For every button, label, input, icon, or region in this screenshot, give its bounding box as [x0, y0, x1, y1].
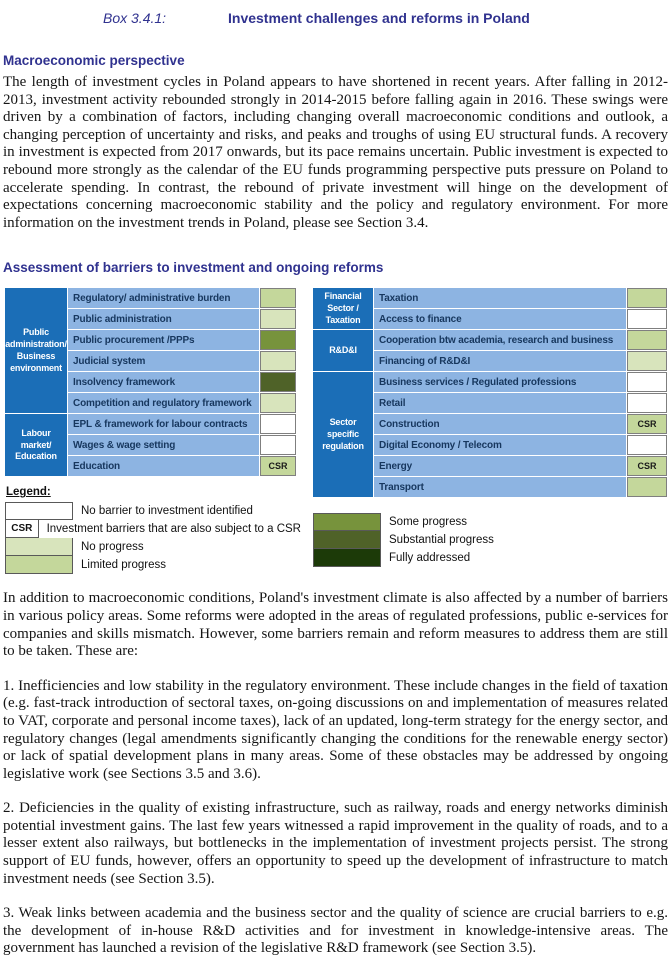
status-cell	[260, 309, 296, 330]
status-cell	[627, 351, 667, 372]
legend-title: Legend:	[6, 486, 51, 499]
barrier-label: Financing of R&D&I	[374, 351, 626, 372]
barrier-label: Public administration	[68, 309, 259, 330]
legend-label: Investment barriers that are also subjec…	[46, 523, 301, 536]
point-1-paragraph: 1. Inefficiencies and low stability in t…	[3, 677, 668, 782]
status-cell	[627, 330, 667, 351]
barrier-label: Judicial system	[68, 351, 259, 372]
status-cell	[627, 435, 667, 456]
matrix-left-column: Public administration/ Business environm…	[5, 288, 301, 575]
status-cell	[260, 414, 296, 435]
barrier-label: Wages & wage setting	[68, 435, 259, 456]
barriers-matrix: Public administration/ Business environm…	[5, 288, 668, 575]
status-cell	[627, 309, 667, 330]
status-cell-csr: CSR	[627, 456, 667, 477]
box-title: Investment challenges and reforms in Pol…	[228, 10, 530, 26]
status-cell-csr: CSR	[260, 456, 296, 477]
barrier-label: Digital Economy / Telecom	[374, 435, 626, 456]
status-cell-csr: CSR	[627, 414, 667, 435]
status-cell	[627, 372, 667, 393]
barrier-label: Competition and regulatory framework	[68, 393, 259, 414]
legend-item: Limited progress	[5, 556, 301, 575]
legend-swatch	[5, 556, 73, 575]
status-cell	[260, 393, 296, 414]
category-cell: Public administration/ Business environm…	[5, 288, 67, 414]
barrier-label: Access to finance	[374, 309, 626, 330]
point-2-paragraph: 2. Deficiencies in the quality of existi…	[3, 800, 668, 887]
legend-swatch	[313, 549, 381, 568]
box-header: Box 3.4.1: Investment challenges and ref…	[3, 10, 668, 26]
category-cell: Labour market/ Education	[5, 414, 67, 477]
legend-swatch	[313, 513, 381, 532]
barriers-table-left: Public administration/ Business environm…	[5, 288, 296, 477]
box-number: Box 3.4.1:	[103, 10, 167, 26]
status-cell	[627, 477, 667, 498]
status-cell	[260, 288, 296, 309]
legend-swatch	[5, 538, 73, 557]
legend-label: Substantial progress	[389, 534, 494, 547]
legend-label: Fully addressed	[389, 552, 471, 565]
barrier-label: Retail	[374, 393, 626, 414]
legend-label: No progress	[81, 541, 144, 554]
category-cell: Sector specific regulation	[313, 372, 373, 498]
barrier-label: Regulatory/ administrative burden	[68, 288, 259, 309]
status-cell	[627, 288, 667, 309]
legend-item: Fully addressed	[313, 549, 667, 568]
legend-item: CSR Investment barriers that are also sub…	[5, 520, 301, 539]
legend-right-group: Some progress Substantial progress Fully a…	[313, 513, 667, 568]
legend-swatch	[313, 531, 381, 550]
intro-paragraph: In addition to macroeconomic conditions,…	[3, 590, 668, 660]
barrier-label: Education	[68, 456, 259, 477]
legend-label: No barrier to investment identified	[81, 505, 253, 518]
barrier-label: Construction	[374, 414, 626, 435]
barrier-label: Taxation	[374, 288, 626, 309]
barriers-table-right: Financial Sector / Taxation R&D&I Sector s…	[313, 288, 667, 498]
barrier-label: EPL & framework for labour contracts	[68, 414, 259, 435]
macro-heading: Macroeconomic perspective	[3, 53, 185, 68]
legend-swatch: CSR	[5, 520, 39, 539]
category-cell: R&D&I	[313, 330, 373, 372]
status-cell	[260, 435, 296, 456]
status-cell	[260, 330, 296, 351]
barrier-label: Cooperation btw academia, research and b…	[374, 330, 626, 351]
legend-left-group: No barrier to investment identified CSR In…	[5, 502, 301, 575]
status-cell	[260, 351, 296, 372]
barrier-label: Insolvency framework	[68, 372, 259, 393]
legend-item: No progress	[5, 538, 301, 557]
barrier-label: Public procurement /PPPs	[68, 330, 259, 351]
status-cell	[627, 393, 667, 414]
category-cell: Financial Sector / Taxation	[313, 288, 373, 330]
point-3-paragraph: 3. Weak links between academia and the b…	[3, 905, 668, 957]
legend-item: Substantial progress	[313, 531, 667, 550]
barrier-label: Energy	[374, 456, 626, 477]
legend-swatch	[5, 502, 73, 521]
legend-item: Some progress	[313, 513, 667, 532]
barrier-label: Business services / Regulated profession…	[374, 372, 626, 393]
legend-label: Some progress	[389, 516, 467, 529]
macro-paragraph: The length of investment cycles in Polan…	[3, 74, 668, 231]
barrier-label: Transport	[374, 477, 626, 498]
barriers-heading: Assessment of barriers to investment and…	[3, 260, 384, 276]
status-cell	[260, 372, 296, 393]
matrix-right-column: Financial Sector / Taxation R&D&I Sector s…	[313, 288, 667, 574]
legend-label: Limited progress	[81, 559, 167, 572]
legend-item: No barrier to investment identified	[5, 502, 301, 521]
